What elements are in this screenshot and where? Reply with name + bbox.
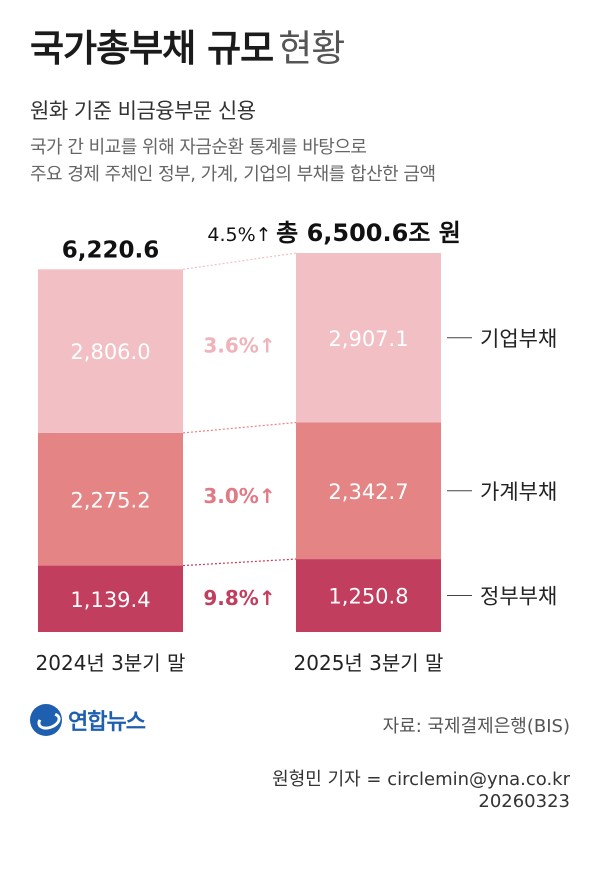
connector-line-1: [182, 558, 297, 567]
segment-label-2-2: 2,342.7: [328, 480, 408, 504]
category-label-2: 2025년 3분기 말: [294, 651, 444, 675]
growth-label-3: 3.6%↑: [203, 333, 275, 357]
legend-label-3: 기업부채: [480, 327, 557, 351]
page-title: 국가총부채 규모 현황: [30, 18, 345, 72]
logo-text: 연합뉴스: [68, 710, 146, 735]
date-text: 20260323: [478, 791, 570, 812]
bar-segment-1-2: [296, 559, 441, 632]
total-label-1: 6,220.6: [62, 237, 160, 263]
legend-label-2: 가계부채: [480, 480, 557, 504]
bar-segment-3-1: [38, 269, 183, 433]
credit-text: 원형민 기자 = circlemin@yna.co.kr: [272, 769, 570, 790]
subtitle: 원화 기준 비금융부문 신용: [30, 99, 256, 123]
bar-segment-2-1: [38, 432, 183, 566]
description-line-1: 국가 간 비교를 위해 자금순환 통계를 바탕으로: [30, 137, 367, 158]
segment-label-3-2: 2,907.1: [328, 327, 408, 351]
connector-line-2: [182, 421, 297, 434]
category-label-1: 2024년 3분기 말: [36, 651, 186, 675]
bar-segment-1-1: [38, 565, 183, 632]
title-sub: 현황: [278, 27, 345, 70]
bar-segment-2-2: [296, 422, 441, 560]
source-text: 자료: 국제결제은행(BIS): [382, 716, 570, 737]
yonhap-logo: 연합뉴스: [30, 704, 146, 736]
legend-label-1: 정부부채: [480, 585, 557, 609]
growth-label-1: 9.8%↑: [203, 586, 275, 610]
growth-label-2: 3.0%↑: [203, 484, 275, 508]
description-line-2: 주요 경제 주체인 정부, 가계, 기업의 부채를 합산한 금액: [30, 164, 436, 185]
yonhap-logo-icon: [30, 704, 62, 736]
total-growth-label: 4.5%↑: [207, 224, 271, 246]
segment-label-1-1: 1,139.4: [70, 588, 150, 612]
segment-label-3-1: 2,806.0: [70, 340, 150, 364]
title-main: 국가총부채 규모: [30, 27, 274, 70]
segment-label-1-2: 1,250.8: [328, 585, 408, 609]
total-label-2: 총 6,500.6조 원: [276, 219, 461, 247]
bar-segment-3-2: [296, 253, 441, 423]
stacked-bar-chart: 1,139.4 2,275.2 2,806.0 2024년 3분기 말 1,250.8 2…: [36, 219, 558, 675]
segment-label-2-1: 2,275.2: [70, 488, 150, 512]
connector-line-3: [182, 252, 297, 270]
